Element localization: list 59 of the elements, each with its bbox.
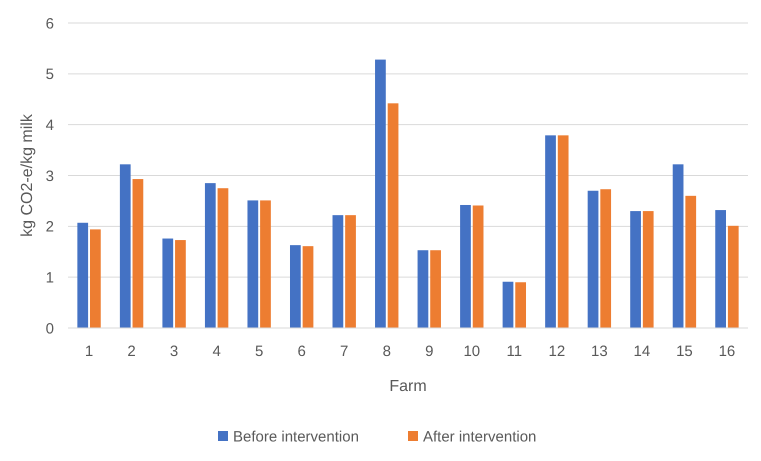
x-tick-label: 13 <box>591 343 608 360</box>
bar <box>600 189 612 328</box>
bar <box>375 60 386 328</box>
bar <box>545 135 556 328</box>
bar <box>418 250 428 328</box>
bar <box>290 245 301 328</box>
x-tick-label: 7 <box>340 343 348 360</box>
y-tick-label: 2 <box>46 218 54 236</box>
bar <box>218 188 228 328</box>
y-axis-title: kg CO2-e/kg milk <box>19 113 36 237</box>
bar <box>345 215 356 328</box>
x-tick-label: 4 <box>212 343 221 360</box>
bar <box>502 282 514 328</box>
y-tick-label: 1 <box>46 269 54 286</box>
bar <box>430 250 441 328</box>
legend-label: After intervention <box>423 428 536 446</box>
bar <box>247 200 258 328</box>
bar <box>588 190 598 328</box>
bar <box>204 183 216 328</box>
bar <box>728 226 739 328</box>
bar <box>715 210 726 328</box>
y-tick-label: 5 <box>46 66 54 84</box>
bar <box>388 103 398 328</box>
x-tick-label: 14 <box>634 343 650 360</box>
bar <box>685 196 696 328</box>
bar <box>175 240 186 328</box>
x-tick-label: 1 <box>84 343 94 360</box>
bar <box>460 204 471 328</box>
x-tick-label: 2 <box>127 343 136 360</box>
bar <box>642 211 654 328</box>
x-tick-label: 12 <box>548 343 566 360</box>
bar <box>558 135 569 328</box>
bar <box>77 222 88 328</box>
bar <box>672 164 684 328</box>
x-tick-label: 3 <box>170 343 178 360</box>
legend-label: Before intervention <box>233 428 359 446</box>
bar <box>260 200 271 328</box>
bar <box>90 229 101 328</box>
x-tick-label: 16 <box>718 343 736 360</box>
bar <box>162 238 174 328</box>
bar <box>132 179 144 328</box>
x-tick-label: 8 <box>382 343 391 360</box>
y-tick-label: 4 <box>46 116 54 134</box>
x-tick-label: 10 <box>463 343 480 360</box>
bar <box>630 211 641 328</box>
bar <box>120 164 131 328</box>
bar <box>515 282 526 328</box>
x-axis-title: Farm <box>389 378 427 395</box>
x-tick-label: 9 <box>425 343 434 360</box>
x-tick-label: 11 <box>506 343 522 360</box>
y-tick-label: 3 <box>46 168 54 185</box>
bar <box>302 246 314 328</box>
y-tick-label: 0 <box>46 320 54 338</box>
bar <box>332 215 344 328</box>
x-tick-label: 5 <box>254 343 264 360</box>
y-tick-label: 6 <box>46 15 54 32</box>
x-tick-label: 6 <box>298 343 306 360</box>
bar <box>472 205 484 328</box>
x-tick-label: 15 <box>676 343 693 360</box>
